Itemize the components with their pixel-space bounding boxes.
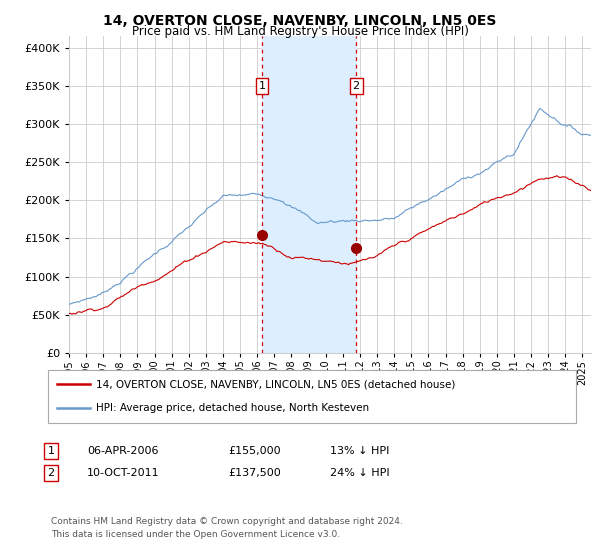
Text: Contains HM Land Registry data © Crown copyright and database right 2024.: Contains HM Land Registry data © Crown c… [51,517,403,526]
Text: 1: 1 [47,446,55,456]
Text: 2: 2 [353,81,360,91]
Text: 2: 2 [47,468,55,478]
Text: HPI: Average price, detached house, North Kesteven: HPI: Average price, detached house, Nort… [96,403,369,413]
Text: 13% ↓ HPI: 13% ↓ HPI [330,446,389,456]
Text: 24% ↓ HPI: 24% ↓ HPI [330,468,389,478]
Text: 1: 1 [259,81,265,91]
Text: 10-OCT-2011: 10-OCT-2011 [87,468,160,478]
Text: £155,000: £155,000 [228,446,281,456]
Text: This data is licensed under the Open Government Licence v3.0.: This data is licensed under the Open Gov… [51,530,340,539]
Text: Price paid vs. HM Land Registry's House Price Index (HPI): Price paid vs. HM Land Registry's House … [131,25,469,38]
Text: 14, OVERTON CLOSE, NAVENBY, LINCOLN, LN5 0ES: 14, OVERTON CLOSE, NAVENBY, LINCOLN, LN5… [103,14,497,28]
Text: 14, OVERTON CLOSE, NAVENBY, LINCOLN, LN5 0ES (detached house): 14, OVERTON CLOSE, NAVENBY, LINCOLN, LN5… [96,380,455,390]
Text: £137,500: £137,500 [228,468,281,478]
Text: 06-APR-2006: 06-APR-2006 [87,446,158,456]
Bar [262,36,356,353]
